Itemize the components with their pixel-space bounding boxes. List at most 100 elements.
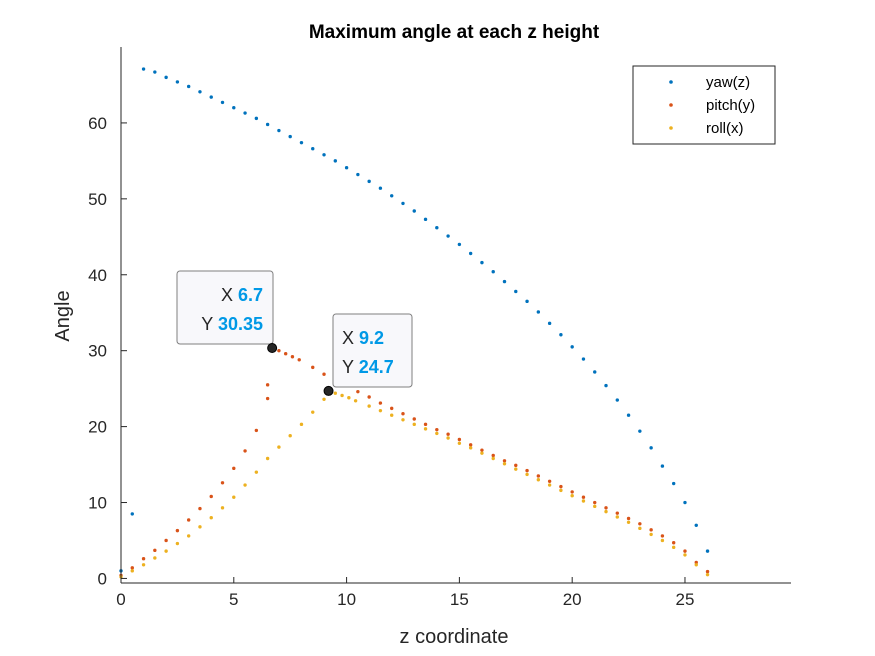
data-point[interactable] [525, 472, 529, 477]
data-point[interactable] [457, 441, 462, 446]
data-point[interactable] [265, 122, 270, 127]
data-point[interactable] [164, 549, 168, 553]
data-point[interactable] [401, 411, 405, 416]
data-point[interactable] [502, 459, 507, 463]
data-point[interactable] [153, 548, 157, 553]
data-point[interactable] [141, 563, 146, 567]
data-point[interactable] [705, 572, 710, 577]
data-point[interactable] [468, 443, 473, 447]
data-point[interactable] [694, 563, 698, 567]
data-point[interactable] [615, 515, 619, 519]
data-point[interactable] [536, 474, 541, 478]
data-point[interactable] [164, 75, 168, 80]
data-point[interactable] [367, 404, 371, 408]
data-point[interactable] [660, 464, 665, 468]
data-point[interactable] [423, 422, 428, 427]
data-point[interactable] [367, 179, 371, 184]
data-point[interactable] [254, 116, 259, 121]
data-point[interactable] [480, 448, 484, 452]
data-point[interactable] [615, 398, 619, 402]
data-point[interactable] [153, 70, 157, 74]
data-point[interactable] [660, 534, 665, 538]
data-point[interactable] [683, 500, 687, 505]
data-point[interactable] [232, 106, 236, 110]
data-point[interactable] [626, 520, 631, 524]
data-point[interactable] [525, 299, 529, 304]
data-point[interactable] [649, 532, 653, 537]
data-point[interactable] [378, 401, 383, 405]
data-point[interactable] [536, 310, 541, 314]
data-point[interactable] [626, 516, 631, 521]
data-point[interactable] [435, 427, 439, 432]
data-point[interactable] [671, 541, 676, 545]
data-point[interactable] [604, 509, 608, 514]
data-point[interactable] [322, 153, 326, 157]
data-point[interactable] [141, 557, 146, 561]
data-point[interactable] [705, 569, 710, 574]
data-point[interactable] [322, 372, 326, 376]
data-point[interactable] [277, 445, 281, 449]
data-point[interactable] [525, 468, 529, 473]
data-point[interactable] [265, 456, 270, 461]
data-point[interactable] [277, 348, 281, 353]
data-point[interactable] [412, 417, 416, 421]
data-point[interactable] [446, 234, 450, 238]
data-point[interactable] [671, 545, 676, 550]
data-point[interactable] [311, 147, 315, 151]
data-point[interactable] [353, 399, 358, 403]
data-point[interactable] [457, 437, 462, 442]
data-point[interactable] [311, 410, 315, 414]
data-point[interactable] [378, 408, 383, 413]
data-point[interactable] [378, 186, 383, 190]
data-point[interactable] [705, 549, 710, 553]
data-point[interactable] [290, 355, 295, 359]
data-point[interactable] [390, 194, 394, 198]
data-point[interactable] [435, 431, 439, 436]
data-point[interactable] [502, 279, 507, 284]
datatip[interactable]: X 9.2Y 24.7 [323, 313, 413, 396]
data-point[interactable] [401, 201, 405, 206]
data-point[interactable] [141, 67, 146, 71]
data-point[interactable] [265, 383, 270, 387]
data-point[interactable] [649, 446, 653, 450]
data-point[interactable] [254, 428, 259, 433]
data-point[interactable] [514, 463, 518, 468]
data-point[interactable] [480, 451, 484, 455]
data-point[interactable] [683, 549, 687, 553]
data-point[interactable] [604, 383, 608, 388]
data-point[interactable] [694, 523, 698, 528]
data-point[interactable] [547, 483, 552, 487]
data-point[interactable] [175, 80, 180, 84]
data-point[interactable] [570, 490, 574, 494]
data-point[interactable] [435, 225, 439, 230]
data-point[interactable] [581, 499, 586, 503]
data-point[interactable] [559, 484, 563, 489]
data-point[interactable] [514, 467, 518, 471]
data-point[interactable] [186, 518, 191, 522]
data-point[interactable] [232, 495, 236, 499]
data-point[interactable] [277, 128, 281, 133]
data-point[interactable] [468, 251, 473, 256]
data-point[interactable] [423, 217, 428, 222]
data-point[interactable] [220, 481, 225, 485]
data-point[interactable] [243, 449, 247, 453]
data-point[interactable] [626, 413, 631, 417]
data-point[interactable] [615, 511, 619, 515]
data-point[interactable] [220, 506, 225, 510]
data-point[interactable] [347, 396, 351, 400]
data-point[interactable] [164, 538, 168, 543]
data-point[interactable] [254, 470, 259, 474]
data-point[interactable] [412, 209, 416, 213]
data-point[interactable] [491, 456, 495, 461]
data-point[interactable] [638, 522, 642, 526]
data-point[interactable] [457, 242, 462, 247]
data-point[interactable] [209, 494, 213, 499]
data-point[interactable] [536, 478, 541, 482]
data-point[interactable] [502, 462, 507, 466]
data-point[interactable] [446, 436, 450, 440]
data-point[interactable] [581, 495, 586, 499]
data-point[interactable] [130, 566, 134, 570]
data-point[interactable] [593, 370, 597, 374]
data-point[interactable] [288, 134, 292, 139]
data-point[interactable] [401, 418, 405, 422]
